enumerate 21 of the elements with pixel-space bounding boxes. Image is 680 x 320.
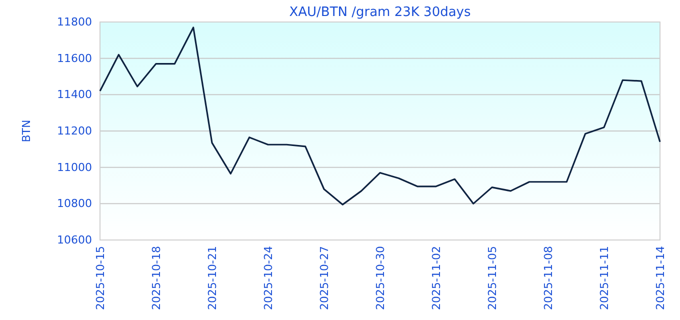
- x-tick-label: 2025-11-08: [542, 246, 555, 310]
- y-tick-label: 11200: [57, 124, 92, 138]
- y-tick-label: 11400: [57, 88, 92, 102]
- x-tick-label: 2025-11-11: [598, 246, 611, 310]
- y-tick-label: 11800: [57, 16, 92, 29]
- x-tick-label: 2025-10-27: [318, 246, 331, 310]
- y-tick-label: 11000: [57, 160, 92, 174]
- x-tick-label: 2025-10-18: [150, 246, 163, 310]
- x-tick-label: 2025-10-24: [262, 246, 275, 310]
- x-tick-label: 2025-11-14: [654, 246, 667, 310]
- x-tick-label: 2025-11-05: [486, 246, 499, 310]
- y-tick-label: 10600: [57, 234, 92, 247]
- y-tick-label: 10800: [57, 197, 92, 210]
- x-tick-label: 2025-11-02: [430, 246, 443, 310]
- y-axis-title: BTN: [20, 120, 33, 142]
- x-tick-label: 2025-10-21: [206, 246, 219, 310]
- x-tick-label: 2025-10-15: [94, 246, 107, 310]
- x-tick-label: 2025-10-30: [374, 246, 387, 310]
- line-series: [99, 26, 661, 206]
- y-tick-label: 11600: [57, 52, 92, 65]
- chart-title: XAU/BTN /gram 23K 30days: [289, 5, 472, 20]
